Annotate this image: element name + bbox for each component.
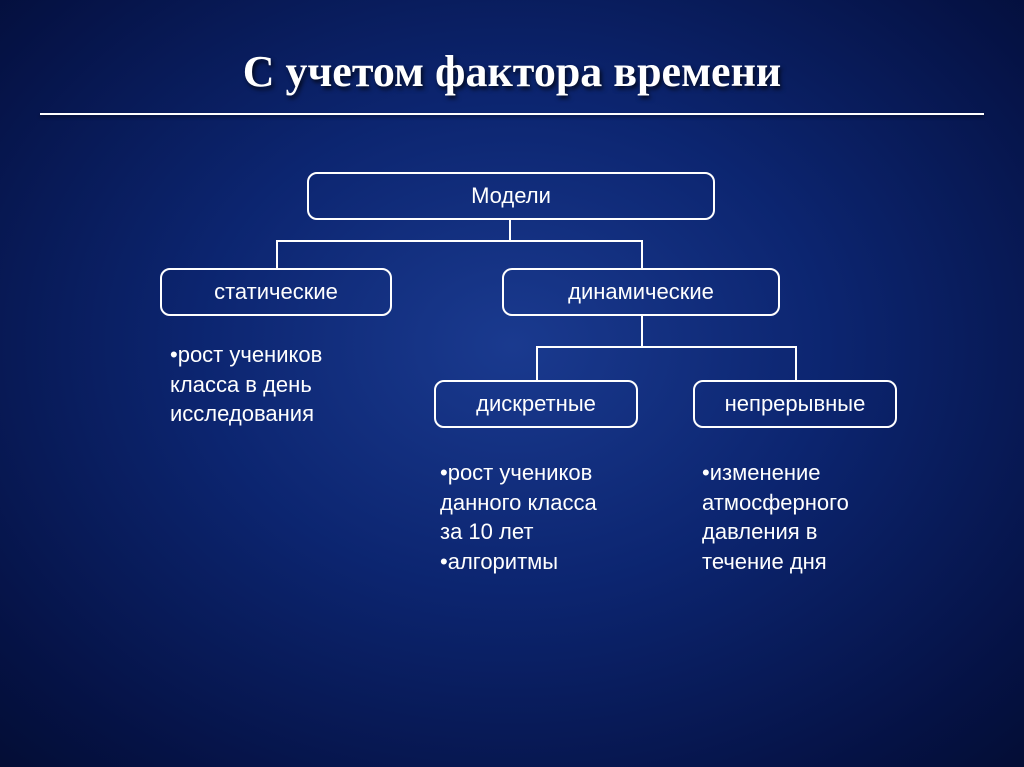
connector-1 bbox=[276, 240, 641, 242]
note-continuous-line-0: •изменение bbox=[702, 458, 849, 488]
connector-3 bbox=[641, 240, 643, 268]
title-underline bbox=[40, 113, 984, 115]
note-static-line-1: класса в день bbox=[170, 370, 322, 400]
note-static: •рост учеников класса в день исследовани… bbox=[170, 340, 322, 429]
connector-7 bbox=[795, 346, 797, 380]
note-continuous-line-1: атмосферного bbox=[702, 488, 849, 518]
note-discrete-line-1: данного класса bbox=[440, 488, 597, 518]
node-root: Модели bbox=[307, 172, 715, 220]
node-root-label: Модели bbox=[471, 183, 551, 209]
note-continuous: •изменение атмосферного давления в течен… bbox=[702, 458, 849, 577]
node-dynamic-label: динамические bbox=[568, 279, 714, 305]
connector-5 bbox=[536, 346, 795, 348]
note-discrete: •рост учеников данного класса за 10 лет … bbox=[440, 458, 597, 577]
node-discrete-label: дискретные bbox=[476, 391, 596, 417]
note-static-line-2: исследования bbox=[170, 399, 322, 429]
connector-4 bbox=[641, 316, 643, 346]
note-discrete-line-0: •рост учеников bbox=[440, 458, 597, 488]
slide-title: С учетом фактора времени bbox=[0, 46, 1024, 97]
node-continuous: непрерывные bbox=[693, 380, 897, 428]
note-discrete-line-3: •алгоритмы bbox=[440, 547, 597, 577]
node-continuous-label: непрерывные bbox=[725, 391, 866, 417]
node-static: статические bbox=[160, 268, 392, 316]
node-dynamic: динамические bbox=[502, 268, 780, 316]
note-discrete-line-2: за 10 лет bbox=[440, 517, 597, 547]
note-continuous-line-2: давления в bbox=[702, 517, 849, 547]
connector-6 bbox=[536, 346, 538, 380]
connector-2 bbox=[276, 240, 278, 268]
node-static-label: статические bbox=[214, 279, 338, 305]
note-continuous-line-3: течение дня bbox=[702, 547, 849, 577]
note-static-line-0: •рост учеников bbox=[170, 340, 322, 370]
node-discrete: дискретные bbox=[434, 380, 638, 428]
connector-0 bbox=[509, 220, 511, 240]
